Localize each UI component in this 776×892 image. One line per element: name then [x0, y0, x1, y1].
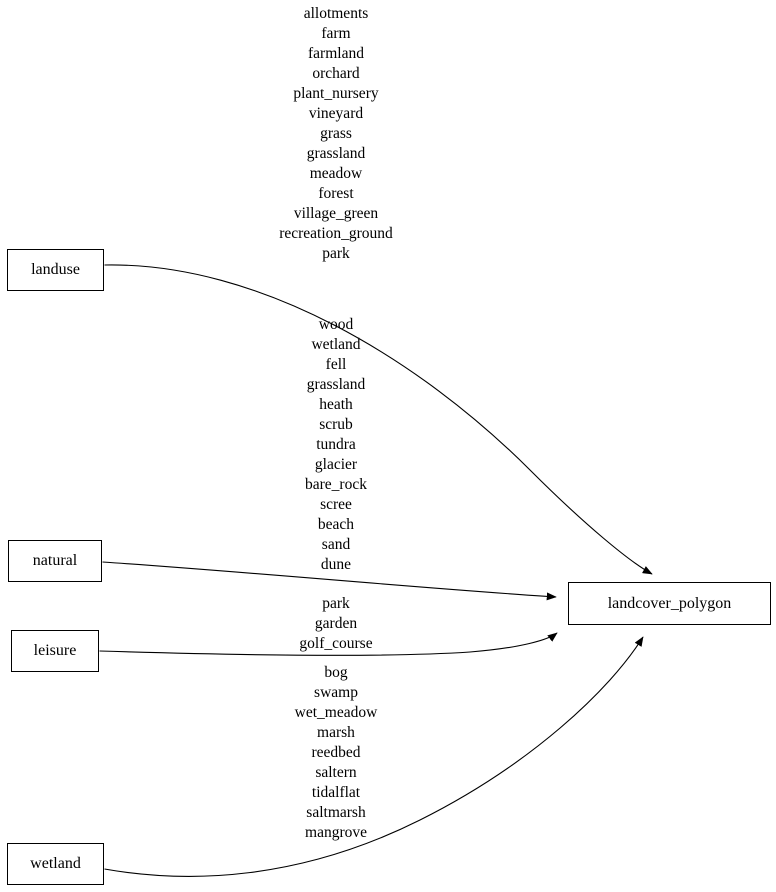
edge-label-group-landuse: allotments farm farmland orchard plant_nurse…: [279, 4, 393, 264]
edge-label-value: swamp: [314, 684, 358, 701]
edge-label-value: farmland: [308, 45, 364, 62]
edge-label-value: tidalflat: [311, 784, 361, 801]
edge-label-value: heath: [319, 396, 353, 413]
edge-label-value: orchard: [312, 65, 360, 82]
edge-label-value: recreation_ground: [279, 225, 393, 242]
edge-label-value: bare_rock: [305, 476, 367, 493]
edge-label-value: vineyard: [308, 105, 364, 122]
edge-wetland: [104, 636, 644, 877]
node-landcover-polygon[interactable]: landcover_polygon: [568, 582, 771, 625]
edge-label-value: golf_course: [299, 635, 373, 652]
edge-label-value: tundra: [316, 436, 356, 453]
edge-label-group-leisure: park garden golf_course: [299, 594, 372, 654]
edge-label-group-natural: wood wetland fell grassland heath scrub tundra…: [305, 315, 367, 575]
edge-label-value: garden: [314, 615, 358, 632]
edge-label-value: allotments: [303, 5, 369, 22]
node-landuse-label: landuse: [31, 261, 80, 278]
edge-label-value: plant_nursery: [293, 85, 379, 102]
edge-label-value: bog: [324, 664, 348, 681]
edge-label-value: saltmarsh: [306, 804, 366, 821]
edge-label-value: dune: [320, 556, 352, 573]
node-wetland-label: wetland: [30, 855, 81, 872]
edge-landuse: [104, 264, 653, 575]
edge-label-value: village_green: [293, 205, 379, 222]
edge-label-value: marsh: [317, 724, 355, 741]
edge-label-value: meadow: [309, 165, 363, 182]
node-leisure[interactable]: leisure: [11, 630, 99, 672]
edge-label-value: grass: [320, 125, 352, 142]
edge-label-value: park: [322, 595, 350, 612]
edge-label-value: glacier: [314, 456, 358, 473]
edge-label-value: wood: [318, 316, 354, 333]
node-natural-label: natural: [32, 552, 78, 569]
node-natural[interactable]: natural: [8, 540, 102, 582]
edge-label-value: sand: [321, 536, 351, 553]
edge-label-value: scree: [320, 496, 352, 513]
edge-label-value: wetland: [311, 336, 361, 353]
edge-label-value: park: [322, 245, 350, 262]
edge-label-value: grassland: [306, 376, 366, 393]
edge-leisure: [99, 632, 558, 656]
node-landuse[interactable]: landuse: [7, 249, 104, 291]
node-landcover-polygon-label: landcover_polygon: [607, 594, 732, 612]
edge-label-value: reedbed: [311, 744, 361, 761]
node-leisure-label: leisure: [33, 642, 77, 659]
edge-label-value: grassland: [306, 145, 366, 162]
edge-label-value: farm: [321, 25, 351, 42]
edge-label-value: wet_meadow: [294, 704, 378, 721]
edge-label-value: saltern: [315, 764, 357, 781]
edge-label-value: mangrove: [305, 824, 367, 841]
edge-natural: [102, 561, 557, 601]
node-wetland[interactable]: wetland: [7, 843, 104, 885]
edge-label-value: scrub: [319, 416, 353, 433]
edge-label-value: forest: [318, 185, 354, 202]
edge-label-value: fell: [325, 356, 347, 373]
edge-label-value: beach: [317, 516, 355, 533]
